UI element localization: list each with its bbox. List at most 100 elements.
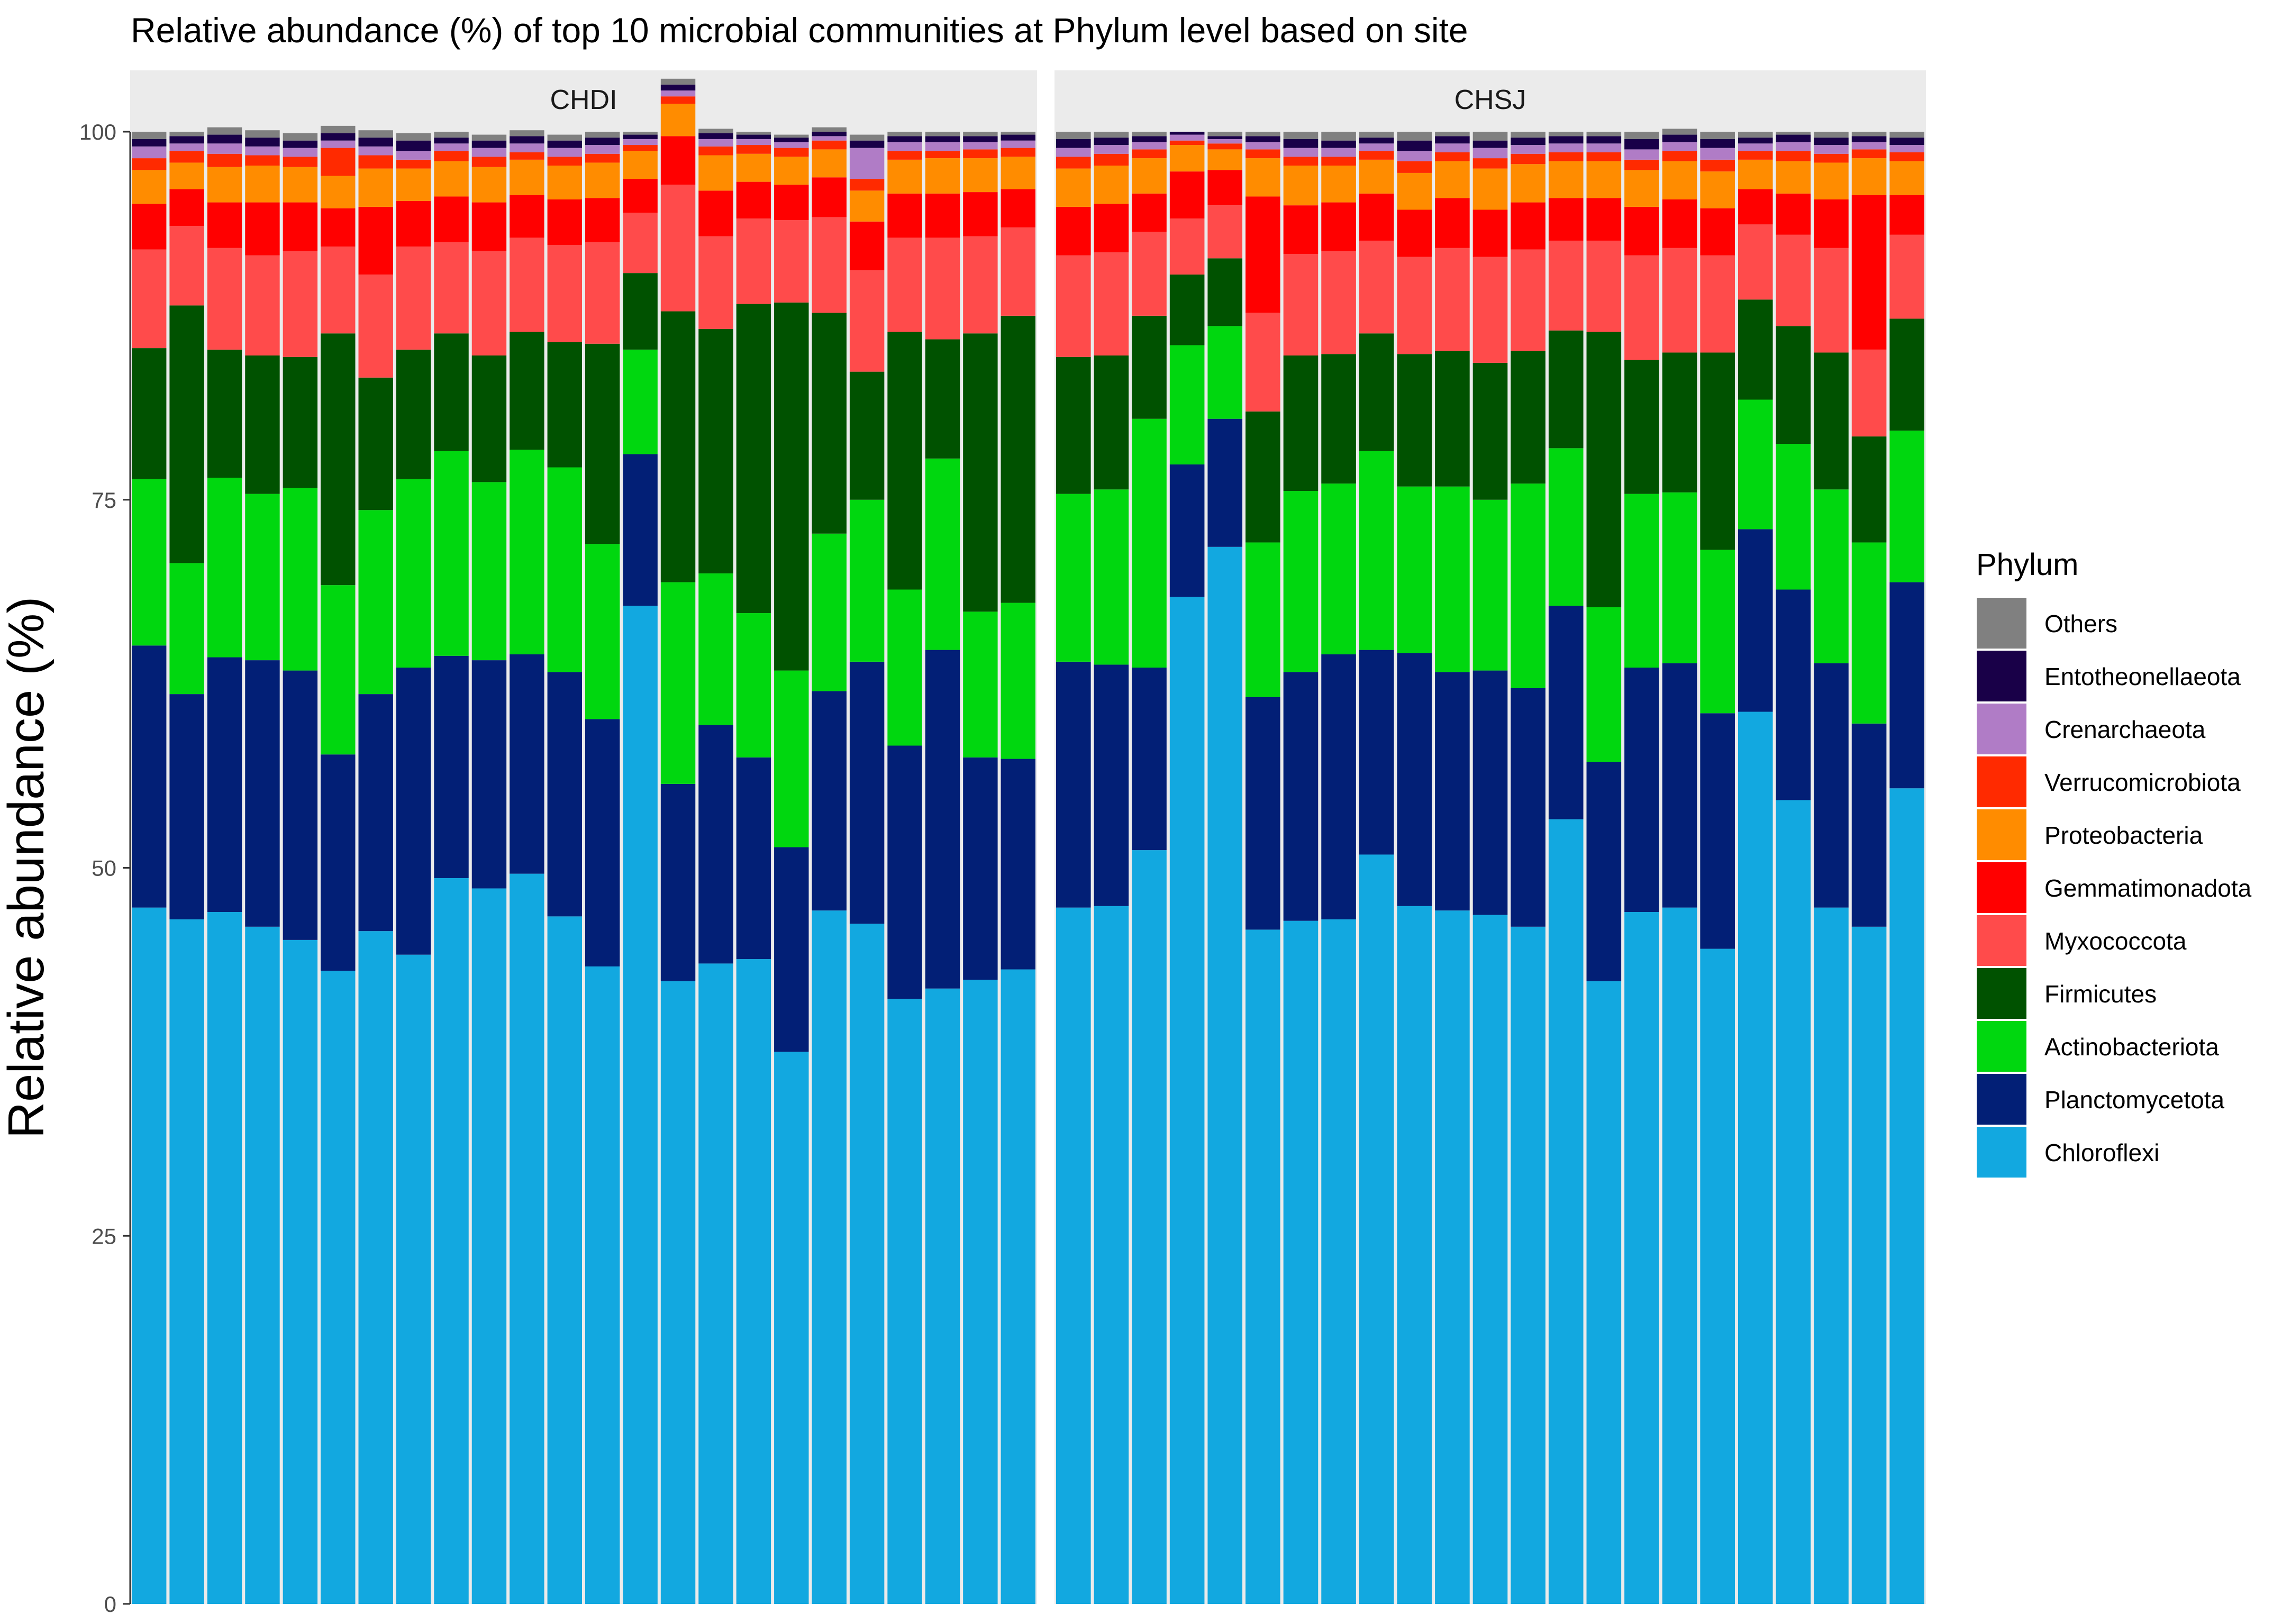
bar-segment-verrucomicrobiota <box>1472 158 1508 169</box>
bar-segment-firmicutes <box>1435 351 1470 487</box>
bar-segment-chloroflexi <box>207 911 242 1604</box>
bar-segment-proteobacteria <box>169 162 204 189</box>
bar-chsj-7 <box>1283 132 1319 1604</box>
legend-label: Chloroflexi <box>2044 1139 2159 1166</box>
bar-segment-firmicutes <box>1624 360 1659 494</box>
bar-segment-proteobacteria <box>1435 161 1470 198</box>
bar-segment-actinobacteriota <box>396 479 431 668</box>
bar-segment-firmicutes <box>1094 355 1129 490</box>
bar-segment-myxococcota <box>1586 240 1622 332</box>
bar-segment-others <box>1321 132 1356 141</box>
bar-segment-gemmatimonadota <box>1472 209 1508 257</box>
bar-segment-planctomycetota <box>1548 606 1584 819</box>
bar-segment-others <box>812 127 847 132</box>
legend-item-chloroflexi: Chloroflexi <box>1977 1127 2159 1178</box>
bar-segment-chloroflexi <box>585 966 620 1604</box>
bar-segment-actinobacteriota <box>1738 399 1773 530</box>
bar-segment-others <box>1662 129 1697 135</box>
bar-segment-crenarchaeota <box>1776 142 1811 151</box>
bar-segment-verrucomicrobiota <box>1776 151 1811 161</box>
bar-segment-firmicutes <box>1001 315 1035 603</box>
bar-segment-verrucomicrobiota <box>812 140 847 150</box>
bar-chdi-17 <box>736 132 771 1604</box>
bar-segment-planctomycetota <box>812 691 847 911</box>
bar-segment-actinobacteriota <box>132 479 167 646</box>
bar-segment-others <box>358 130 393 138</box>
bar-segment-others <box>1472 132 1508 141</box>
bar-segment-entotheonellaeota <box>623 134 658 139</box>
bar-segment-planctomycetota <box>623 454 658 606</box>
bar-segment-others <box>1359 132 1394 138</box>
bar-segment-myxococcota <box>1738 224 1773 300</box>
bar-segment-crenarchaeota <box>1738 143 1773 151</box>
bar-chdi-20 <box>849 134 885 1604</box>
legend-key <box>1977 968 2026 1019</box>
bar-segment-myxococcota <box>434 242 469 334</box>
bar-chsj-3 <box>1132 132 1167 1604</box>
bar-segment-others <box>1548 132 1584 136</box>
bar-segment-planctomycetota <box>510 654 544 874</box>
bar-chsj-17 <box>1662 129 1697 1604</box>
legend-key <box>1977 1021 2026 1072</box>
bar-segment-myxococcota <box>1094 252 1129 356</box>
bar-segment-crenarchaeota <box>1586 143 1622 152</box>
bar-segment-gemmatimonadota <box>1397 209 1432 257</box>
bar-segment-firmicutes <box>1472 362 1508 500</box>
bar-segment-others <box>471 134 507 141</box>
bar-segment-verrucomicrobiota <box>1321 157 1356 166</box>
bar-segment-gemmatimonadota <box>169 189 204 226</box>
bar-segment-actinobacteriota <box>471 482 507 661</box>
bar-segment-entotheonellaeota <box>963 136 998 142</box>
bar-segment-proteobacteria <box>396 168 431 201</box>
bar-segment-entotheonellaeota <box>774 138 809 142</box>
bar-segment-verrucomicrobiota <box>849 179 885 191</box>
bar-segment-planctomycetota <box>358 694 393 932</box>
bar-segment-myxococcota <box>736 218 771 304</box>
bar-segment-chloroflexi <box>1435 910 1470 1604</box>
bar-segment-proteobacteria <box>547 166 582 200</box>
facet-strip <box>1054 70 1926 132</box>
bar-segment-myxococcota <box>1132 232 1167 316</box>
bar-segment-entotheonellaeota <box>396 140 431 151</box>
bar-segment-crenarchaeota <box>358 146 393 156</box>
bar-segment-proteobacteria <box>1132 158 1167 194</box>
legend-key <box>1977 598 2026 649</box>
bar-segment-entotheonellaeota <box>1094 138 1129 145</box>
bar-segment-gemmatimonadota <box>660 136 696 185</box>
bar-chdi-9 <box>434 132 469 1604</box>
bar-segment-planctomycetota <box>1814 663 1849 908</box>
bar-segment-entotheonellaeota <box>169 136 204 144</box>
bar-chdi-14 <box>623 132 658 1604</box>
bar-segment-actinobacteriota <box>283 488 318 671</box>
bar-segment-firmicutes <box>434 333 469 451</box>
bar-segment-others <box>1776 132 1811 135</box>
bar-segment-myxococcota <box>585 242 620 344</box>
bar-segment-gemmatimonadota <box>849 221 885 270</box>
bar-segment-others <box>321 125 356 133</box>
bar-segment-chloroflexi <box>812 910 847 1604</box>
bar-segment-gemmatimonadota <box>434 196 469 242</box>
bar-segment-crenarchaeota <box>1132 142 1167 150</box>
bar-segment-crenarchaeota <box>245 146 280 156</box>
bar-segment-actinobacteriota <box>1814 489 1849 663</box>
bar-segment-crenarchaeota <box>1435 143 1470 152</box>
bar-chdi-6 <box>321 125 356 1604</box>
bar-segment-planctomycetota <box>963 757 998 980</box>
bar-segment-planctomycetota <box>1738 529 1773 712</box>
bar-segment-entotheonellaeota <box>1056 139 1091 148</box>
bar-segment-actinobacteriota <box>1776 444 1811 590</box>
bar-segment-others <box>623 132 658 135</box>
bar-segment-gemmatimonadota <box>736 181 771 219</box>
bar-segment-firmicutes <box>1511 351 1545 484</box>
facet-panels: CHDI CHSJ <box>130 70 1926 1604</box>
bar-segment-gemmatimonadota <box>132 204 167 250</box>
bar-segment-planctomycetota <box>736 757 771 960</box>
facet-strip <box>130 70 1037 132</box>
bar-segment-gemmatimonadota <box>1889 195 1924 235</box>
bar-segment-firmicutes <box>396 349 431 479</box>
bar-chdi-1 <box>132 132 167 1604</box>
bar-segment-crenarchaeota <box>169 143 204 151</box>
bar-segment-verrucomicrobiota <box>1359 151 1394 160</box>
bar-segment-proteobacteria <box>1511 164 1545 203</box>
bar-segment-crenarchaeota <box>1548 143 1584 152</box>
